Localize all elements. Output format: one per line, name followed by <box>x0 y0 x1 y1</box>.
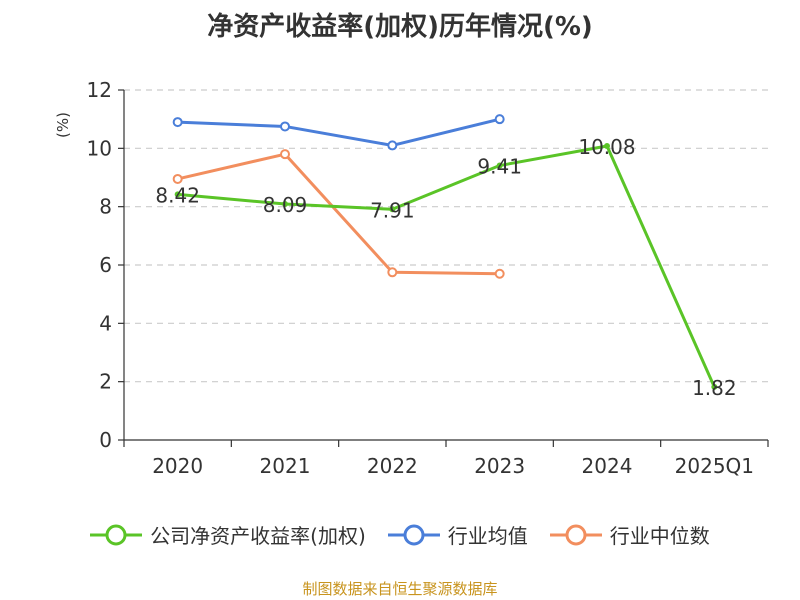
x-tick-label: 2022 <box>367 454 418 478</box>
data-label: 10.08 <box>578 135 635 159</box>
data-point <box>496 162 503 169</box>
series-line <box>177 144 716 388</box>
data-label: 7.91 <box>370 198 415 222</box>
series-line <box>177 152 500 276</box>
data-point <box>389 206 396 213</box>
y-tick-label: 0 <box>99 428 112 452</box>
chart-title: 净资产收益率(加权)历年情况(%) <box>207 12 593 42</box>
y-tick-label: 2 <box>99 370 112 394</box>
data-label: 8.09 <box>263 193 308 217</box>
data-label: 9.41 <box>477 155 522 179</box>
y-tick-label: 12 <box>87 78 112 102</box>
data-labels: 8.42 8.09 7.91 9.41 10.08 1.82 <box>155 135 736 400</box>
y-tick-label: 6 <box>99 253 112 277</box>
x-tick-label: 2025Q1 <box>675 454 754 478</box>
x-tick-label: 2021 <box>260 454 311 478</box>
legend-label: 行业中位数 <box>609 524 710 548</box>
y-axis-label: (%) <box>54 112 72 138</box>
source-note: 制图数据来自恒生聚源数据库 <box>302 580 498 598</box>
y-tick-label: 4 <box>99 311 112 335</box>
data-point <box>172 173 183 184</box>
data-point <box>494 268 505 279</box>
data-label: 1.82 <box>692 376 737 400</box>
data-point <box>604 143 610 149</box>
axes: 0 2 4 6 8 10 12 2020 2021 2022 2023 2024 2025Q1 <box>87 78 769 478</box>
legend-line-marker-icon <box>549 524 602 545</box>
x-tick-label: 2020 <box>152 454 203 478</box>
series-0 <box>174 143 718 390</box>
legend[interactable]: 公司净资产收益率(加权) 行业均值 行业中位数 <box>0 520 800 549</box>
legend-line-marker-icon <box>387 524 440 545</box>
legend-item-industry-median[interactable]: 行业中位数 <box>549 520 710 549</box>
data-point <box>387 267 398 278</box>
data-point <box>280 121 290 132</box>
legend-label: 公司净资产收益率(加权) <box>150 524 366 548</box>
data-label: 8.42 <box>155 183 200 207</box>
y-tick-label: 8 <box>99 195 112 219</box>
data-point <box>282 201 288 208</box>
legend-line-marker-icon <box>90 524 143 545</box>
data-point <box>172 117 183 128</box>
y-tick-label: 10 <box>87 136 112 160</box>
x-tick-label: 2023 <box>474 454 525 478</box>
data-point <box>280 149 290 160</box>
series-line <box>177 117 501 147</box>
data-point <box>711 383 718 390</box>
series-1 <box>172 114 505 151</box>
x-tick-label: 2024 <box>582 454 633 478</box>
data-point <box>387 140 398 151</box>
series-layer <box>172 114 718 390</box>
series-2 <box>172 149 505 279</box>
data-point <box>494 114 505 125</box>
legend-label: 行业均值 <box>447 524 528 548</box>
legend-item-industry-mean[interactable]: 行业均值 <box>387 520 528 549</box>
data-point <box>174 191 181 198</box>
grid-lines <box>124 89 768 383</box>
legend-item-company-roe[interactable]: 公司净资产收益率(加权) <box>90 520 366 549</box>
